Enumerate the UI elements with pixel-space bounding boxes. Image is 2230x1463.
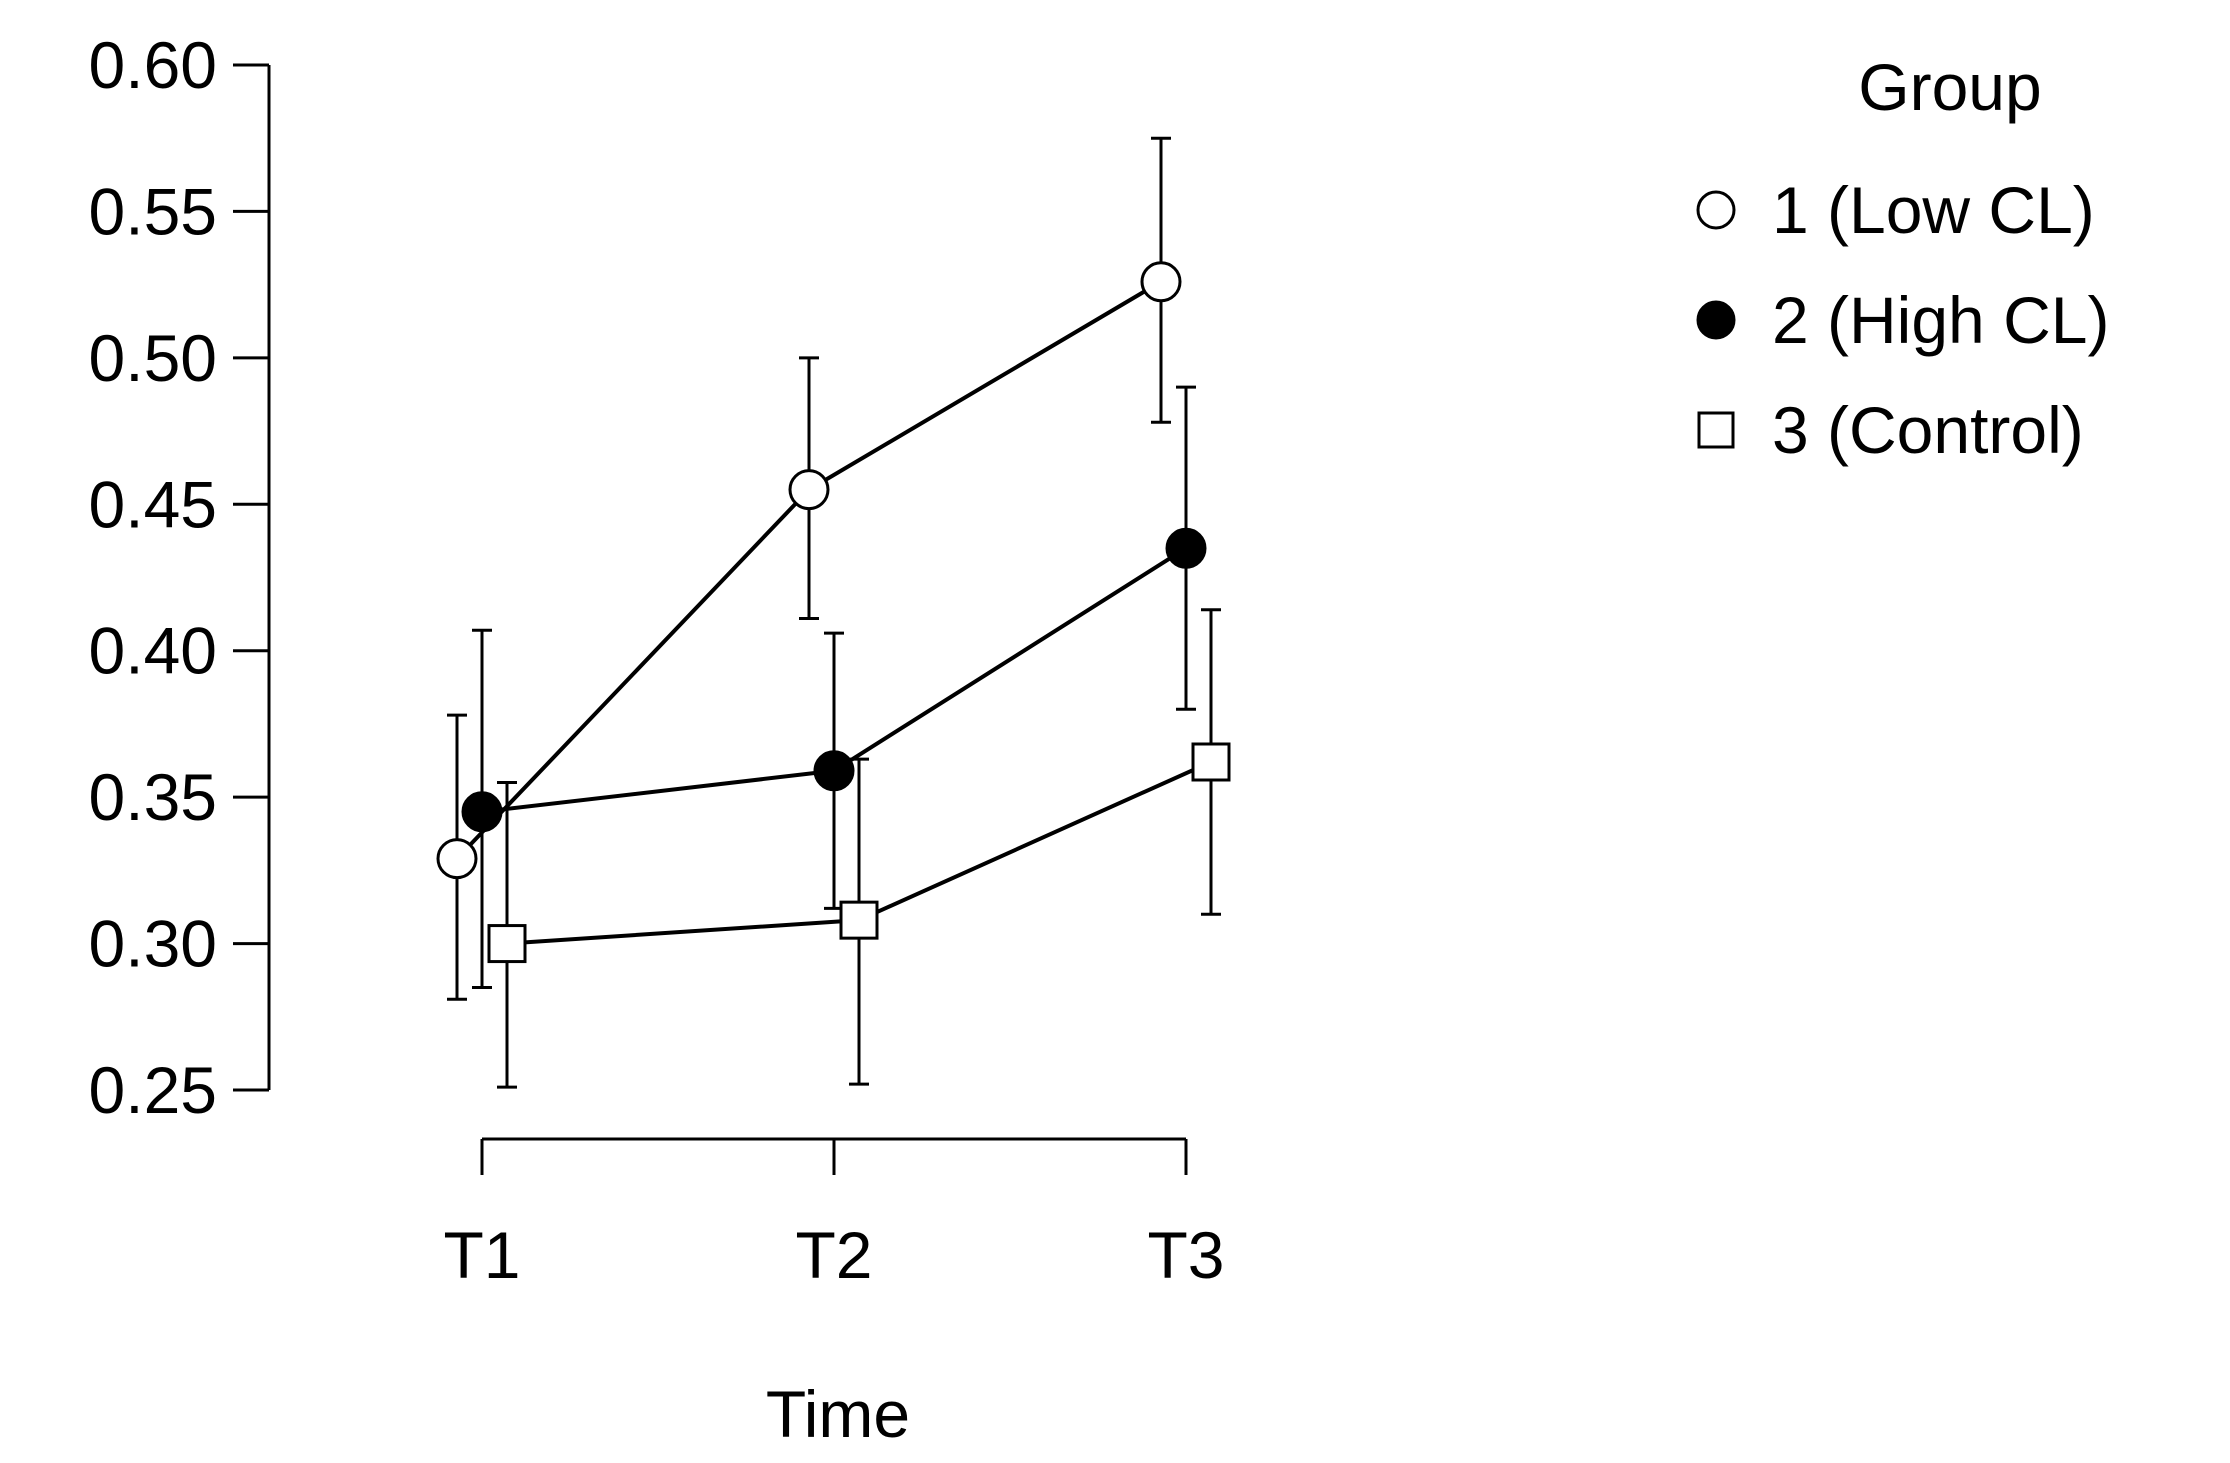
- y-tick-label: 0.55: [89, 174, 217, 248]
- data-point-open-circle: [1140, 261, 1182, 303]
- y-tick-label: 0.40: [89, 614, 217, 688]
- data-point-filled-circle: [813, 750, 855, 792]
- x-axis-label: Time: [766, 1377, 910, 1451]
- legend-title: Group: [1858, 50, 2041, 124]
- data-point-open-circle: [788, 469, 830, 511]
- data-point-square: [1191, 742, 1231, 782]
- plot-errorbars: [447, 136, 1221, 1089]
- legend: Group 1 (Low CL) 2 (High CL) 3 (Control): [1696, 50, 2109, 467]
- data-point-square: [839, 900, 879, 940]
- x-axis: T1 T2 T3: [443, 1137, 1225, 1292]
- data-point-filled-circle: [461, 791, 503, 833]
- y-tick-label: 0.60: [89, 28, 217, 102]
- data-point-square: [487, 924, 527, 964]
- data-point-open-circle: [436, 838, 478, 880]
- legend-entry-label: 2 (High CL): [1772, 283, 2109, 357]
- data-point-filled-circle: [1165, 527, 1207, 569]
- y-axis: 0.25 0.30 0.35 0.40 0.45 0.50 0.55 0.60: [89, 28, 271, 1127]
- legend-entry-label: 1 (Low CL): [1772, 173, 2095, 247]
- y-tick-label: 0.50: [89, 321, 217, 395]
- legend-open-circle-icon: [1696, 190, 1736, 230]
- legend-entry-label: 3 (Control): [1772, 393, 2084, 467]
- plot-markers: [436, 261, 1231, 964]
- legend-filled-circle-icon: [1696, 300, 1736, 340]
- y-tick-label: 0.35: [89, 760, 217, 834]
- legend-square-icon: [1697, 411, 1735, 449]
- x-tick-label: T3: [1147, 1218, 1224, 1292]
- x-tick-label: T2: [795, 1218, 872, 1292]
- y-tick-label: 0.25: [89, 1053, 217, 1127]
- y-tick-label: 0.30: [89, 907, 217, 981]
- x-tick-label: T1: [443, 1218, 520, 1292]
- y-tick-label: 0.45: [89, 467, 217, 541]
